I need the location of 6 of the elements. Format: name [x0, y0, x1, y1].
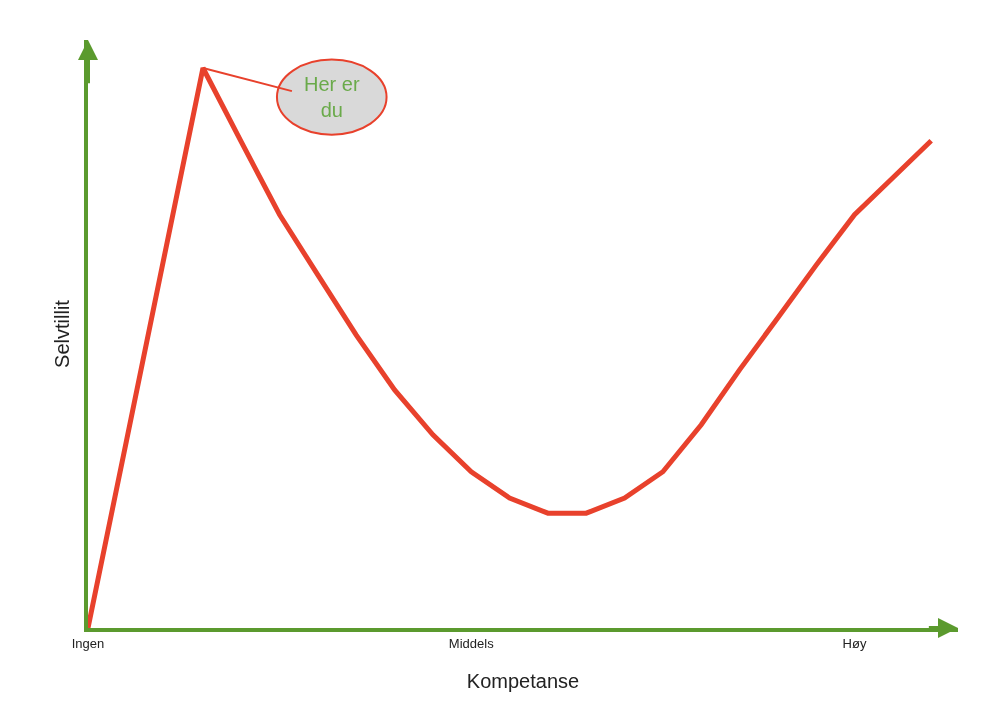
x-tick-label: Høy — [842, 635, 867, 651]
x-axis-title: Kompetanse — [466, 669, 580, 692]
y-axis-title: Selvtillit — [51, 299, 73, 368]
x-tick-label: Middels — [448, 635, 495, 651]
x-tick-label: Ingen — [71, 635, 105, 651]
annotation: Her er du — [304, 73, 360, 121]
